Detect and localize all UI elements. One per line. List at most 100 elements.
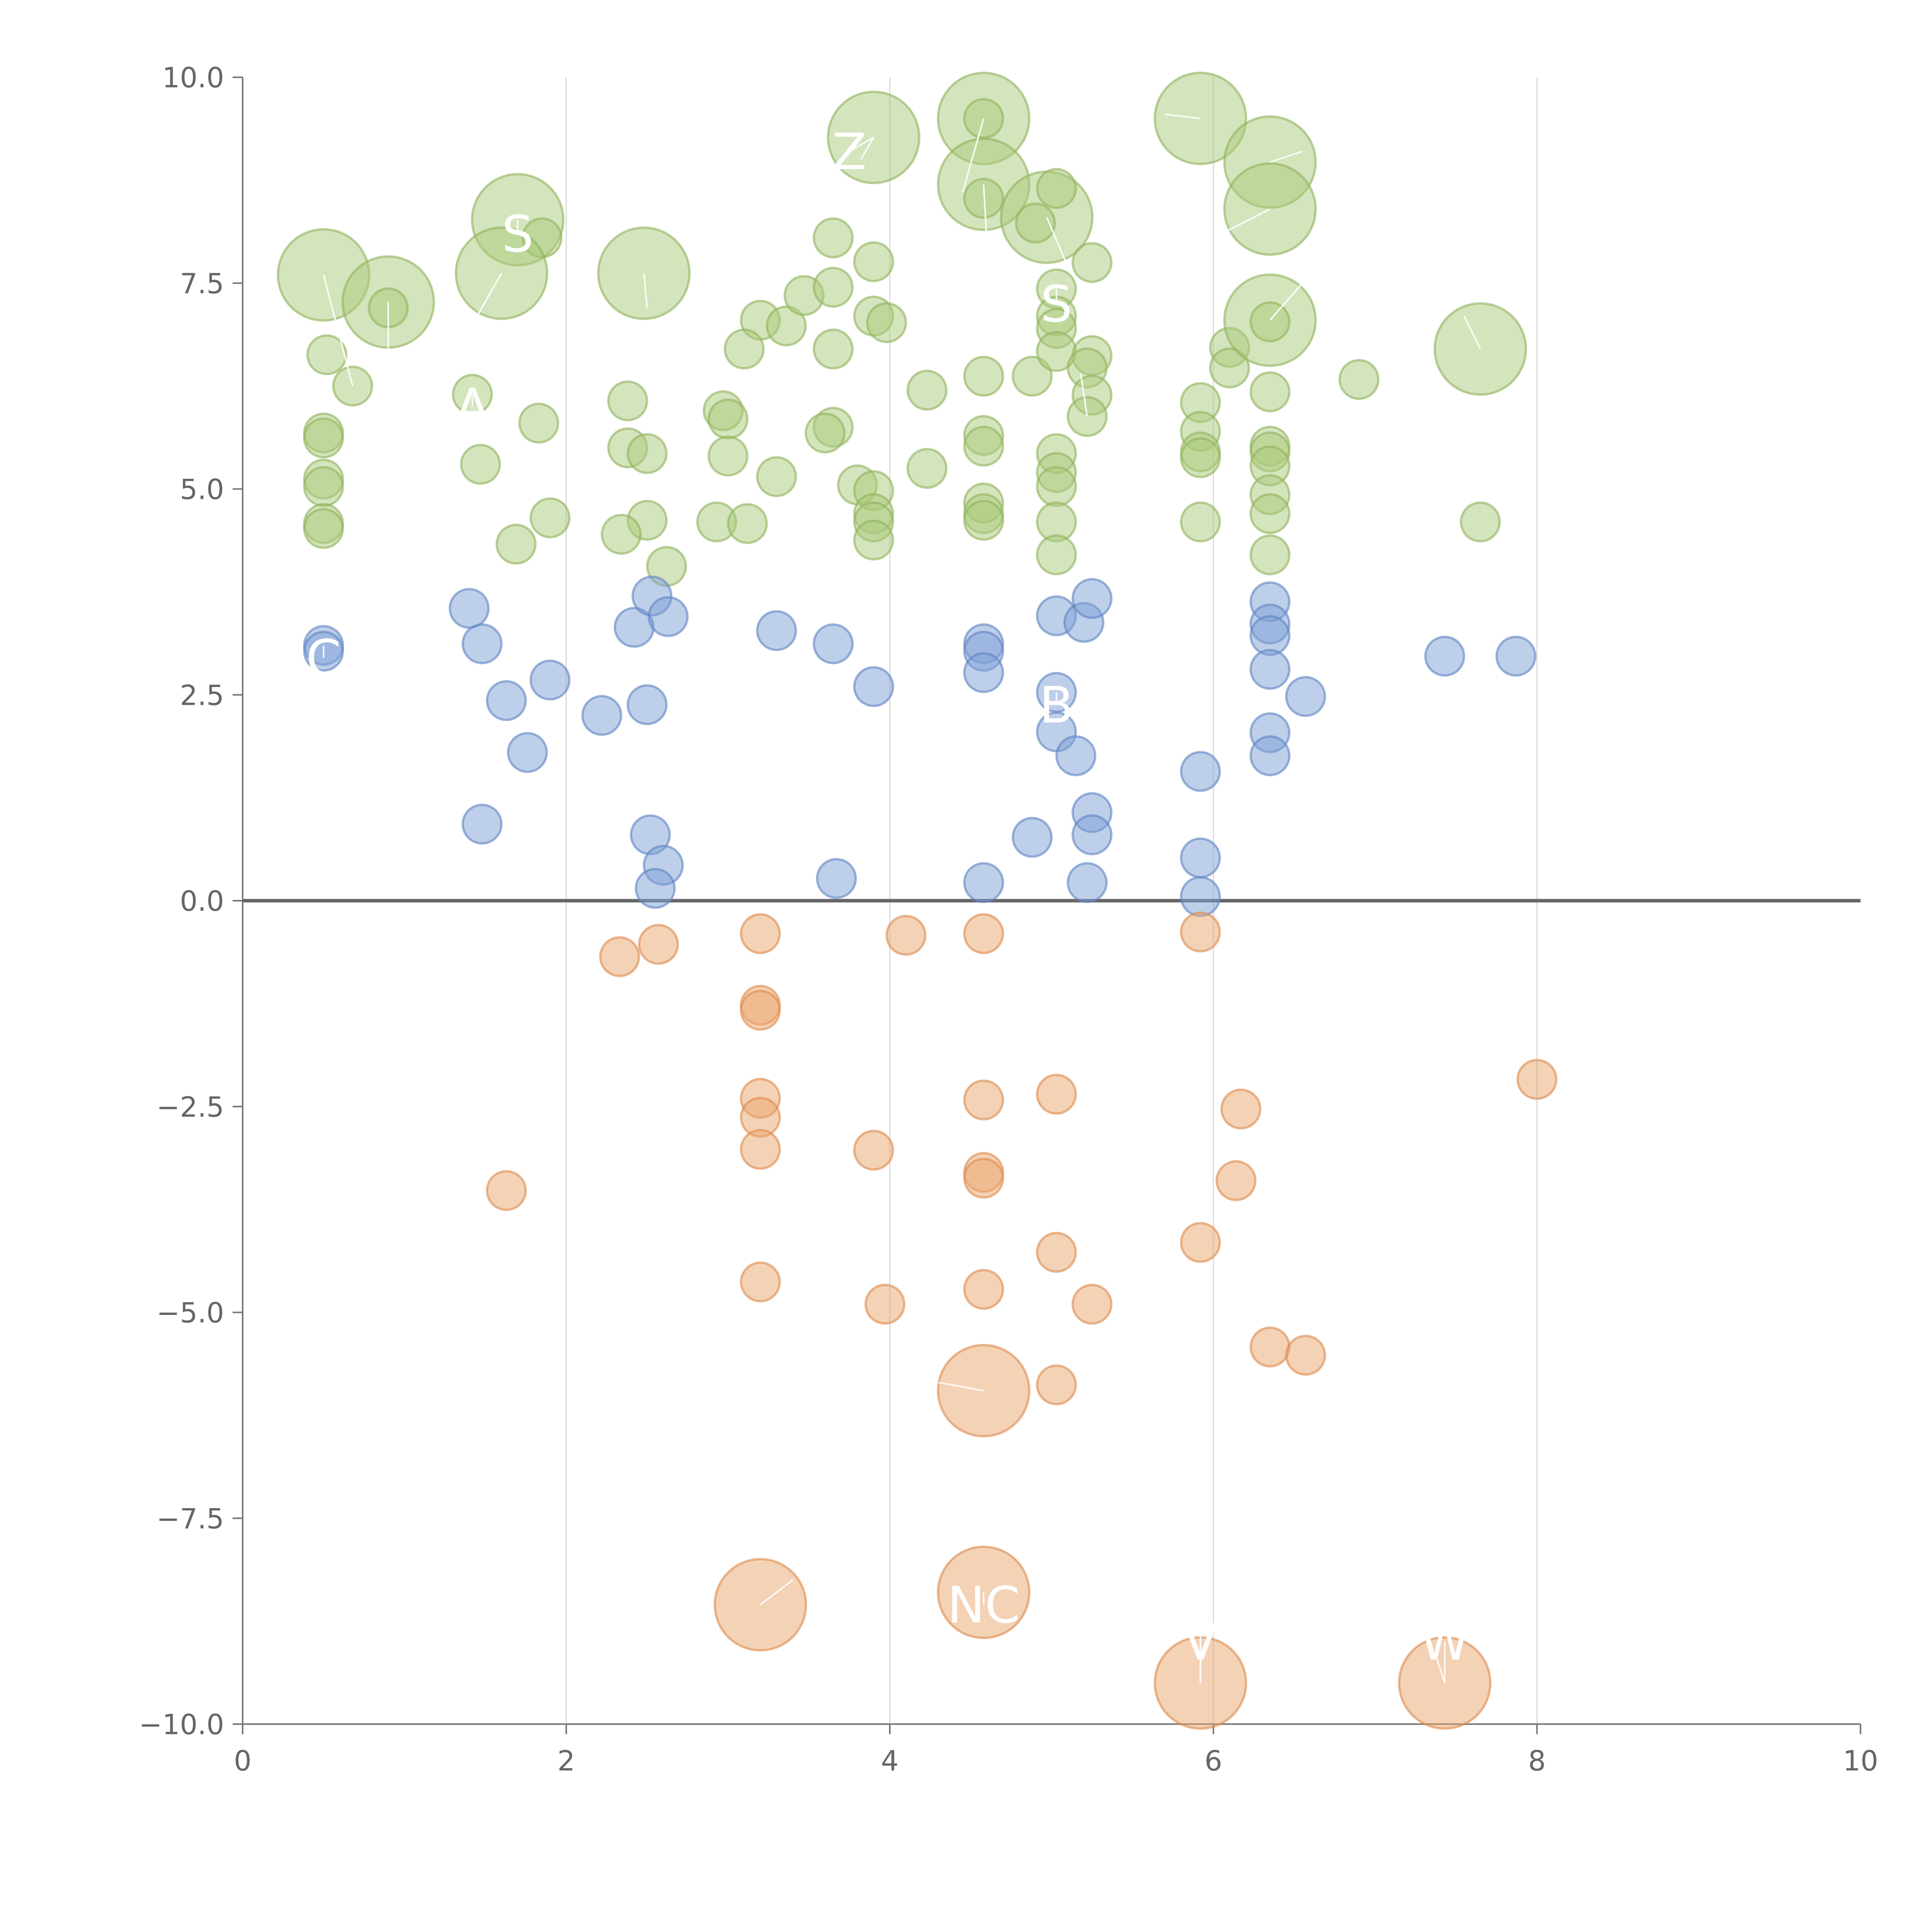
- bubble-high: [1015, 202, 1056, 244]
- points-layer: [277, 71, 1558, 1730]
- bubble-mid: [1180, 876, 1221, 917]
- bubble-mid: [449, 588, 490, 629]
- bubble-mid: [756, 610, 797, 651]
- bubble-high: [1460, 501, 1501, 543]
- bubble-mid: [1180, 837, 1221, 879]
- bubble-mid: [963, 652, 1004, 693]
- bubble-mid: [963, 862, 1004, 903]
- y-tick-label: −2.5: [156, 1091, 224, 1123]
- bubble-mid: [634, 868, 676, 909]
- bubble-low: [1180, 1222, 1221, 1263]
- bubble-mid: [507, 732, 548, 773]
- bubble-high: [804, 412, 846, 454]
- y-tick-label: 2.5: [180, 679, 224, 711]
- leader-line: [1463, 316, 1481, 350]
- bubble-high: [1036, 168, 1077, 209]
- bubble-high: [813, 267, 854, 308]
- bubble-low: [1215, 1160, 1257, 1201]
- annotation-label: V: [1183, 1613, 1218, 1672]
- x-tick-label: 0: [234, 1745, 252, 1777]
- bubble-low: [864, 1284, 906, 1325]
- bubble-high: [866, 302, 907, 344]
- y-tick-label: 10.0: [162, 61, 224, 94]
- y-tick-label: 5.0: [180, 473, 224, 506]
- bubble-low: [963, 1158, 1004, 1199]
- annotation-label: Z: [832, 122, 867, 181]
- leader-line: [760, 1579, 793, 1605]
- leader-line: [938, 1381, 984, 1391]
- bubble-low: [486, 1170, 527, 1211]
- bubble-high: [303, 417, 344, 459]
- bubble-low: [740, 990, 781, 1031]
- bubble-high: [765, 305, 807, 347]
- bubble-high: [1249, 534, 1291, 575]
- bubble-low: [1516, 1059, 1558, 1100]
- bubble-mid: [648, 596, 689, 637]
- bubble-high: [1249, 371, 1291, 413]
- bubble-mid: [486, 680, 527, 721]
- bubble-high: [853, 241, 894, 282]
- bubble-mid: [1055, 735, 1097, 776]
- bubble-low: [963, 1269, 1004, 1310]
- bubble-low: [1180, 911, 1221, 952]
- leader-line: [643, 273, 648, 308]
- bubble-mid: [1495, 636, 1537, 677]
- leader-line: [962, 118, 985, 193]
- bubble-high: [1249, 493, 1291, 534]
- leader-line: [1436, 1658, 1446, 1684]
- annotation-label: NC: [947, 1576, 1020, 1634]
- bubble-mid: [1066, 862, 1108, 903]
- labels-layer: S Z S A C B NC V W: [306, 122, 1469, 1672]
- x-tick-label: 2: [557, 1745, 575, 1777]
- bubble-high: [303, 466, 344, 507]
- y-tick-label: −10.0: [139, 1708, 224, 1741]
- bubble-high: [518, 403, 560, 444]
- bubble-mid: [626, 684, 668, 725]
- bubble-mid: [1249, 649, 1291, 690]
- leader-line: [1165, 113, 1201, 119]
- annotation-label: W: [1420, 1613, 1470, 1672]
- bubble-low: [740, 1129, 781, 1170]
- bubble-low: [1071, 1284, 1113, 1325]
- bubble-high: [1036, 534, 1077, 575]
- bubble-high: [495, 524, 537, 565]
- bubble-high: [1249, 301, 1291, 342]
- bubble-low: [713, 1558, 807, 1652]
- bubble-high: [607, 380, 648, 422]
- bubble-low: [1036, 1364, 1077, 1406]
- bubble-high: [529, 497, 571, 539]
- bubble-high: [723, 328, 765, 370]
- bubble-mid: [461, 803, 503, 845]
- bubble-low: [1285, 1335, 1326, 1376]
- leader-line: [983, 184, 988, 242]
- bubble-mid: [813, 623, 854, 665]
- leader-line: [1269, 282, 1303, 321]
- bubble-mid: [581, 695, 622, 736]
- bubble-high: [1209, 347, 1250, 389]
- bubble-high: [707, 435, 749, 477]
- leader-line: [1270, 150, 1303, 163]
- annotation-label: S: [1041, 275, 1073, 333]
- bubble-high: [963, 355, 1004, 397]
- bubble-high: [1338, 359, 1380, 400]
- y-tick-label: 7.5: [180, 267, 224, 300]
- bubble-high: [813, 217, 854, 259]
- bubble-high: [1180, 437, 1221, 478]
- x-tick-label: 4: [881, 1745, 899, 1777]
- y-tick-label: −7.5: [156, 1502, 224, 1535]
- bubble-low: [1036, 1231, 1077, 1273]
- bubble-high: [1071, 242, 1113, 283]
- bubble-mid: [529, 659, 571, 701]
- x-tick-label: 10: [1843, 1745, 1878, 1777]
- bubble-high: [1012, 355, 1053, 397]
- bubble-high: [626, 433, 668, 474]
- annotation-label: S: [502, 205, 534, 264]
- bubble-low: [963, 913, 1004, 954]
- bubble-high: [1036, 466, 1077, 507]
- bubble-mid: [1249, 735, 1291, 776]
- bubble-low: [638, 923, 679, 965]
- bubble-high: [707, 398, 749, 440]
- bubble-low: [599, 936, 640, 977]
- x-tick-label: 8: [1528, 1745, 1546, 1777]
